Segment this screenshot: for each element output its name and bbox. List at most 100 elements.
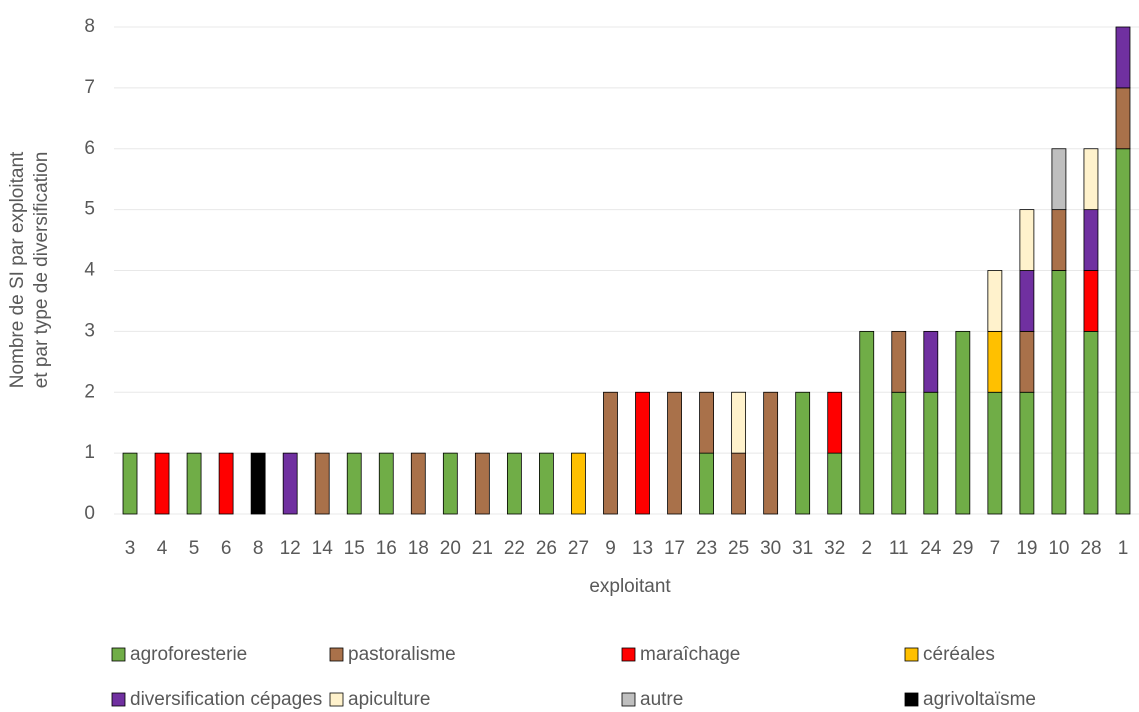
x-tick-label: 3 <box>125 538 136 559</box>
bar-segment <box>859 330 875 515</box>
y-tick-label: 4 <box>84 260 95 281</box>
legend-label: apiculture <box>348 689 430 710</box>
legend-swatch <box>329 692 344 707</box>
bar-segment <box>987 270 1003 332</box>
bar-segment <box>282 452 298 515</box>
bar-segment <box>987 330 1003 393</box>
x-tick-label: 30 <box>760 538 781 559</box>
y-tick-label: 0 <box>84 503 95 524</box>
bar-segment <box>699 452 714 515</box>
bar-segment <box>539 452 554 515</box>
bar-segment <box>667 391 682 515</box>
bar-segment <box>1019 391 1035 515</box>
x-tick-label: 5 <box>189 538 200 559</box>
x-tick-label: 6 <box>221 538 232 559</box>
bar-segment <box>987 391 1003 515</box>
bar-segment <box>1083 209 1099 271</box>
bar-segment <box>186 452 202 515</box>
bar-segment <box>1051 270 1067 515</box>
x-tick-label: 1 <box>1118 538 1129 559</box>
bar-segment <box>891 330 907 393</box>
x-tick-label: 19 <box>1016 538 1037 559</box>
x-tick-label: 23 <box>696 538 717 559</box>
legend-swatch <box>904 647 919 662</box>
bar-segment <box>1083 270 1099 332</box>
legend-swatch <box>111 647 126 662</box>
x-tick-label: 26 <box>536 538 557 559</box>
x-tick-label: 11 <box>889 538 909 559</box>
x-tick-label: 14 <box>312 538 334 559</box>
x-tick-label: 10 <box>1048 538 1069 559</box>
bar-segment <box>731 452 747 515</box>
x-tick-label: 24 <box>920 538 942 559</box>
y-tick-label: 2 <box>84 381 95 402</box>
bar-segment <box>731 391 747 454</box>
legend-swatch <box>111 692 126 707</box>
x-tick-label: 7 <box>990 538 1001 559</box>
legend-swatch <box>621 647 636 662</box>
y-axis-title-line: et par type de diversification <box>31 152 52 389</box>
bar-segment <box>603 391 618 515</box>
bar-segment <box>1115 148 1131 515</box>
bar-segment <box>1051 209 1067 271</box>
bar-segment <box>1115 26 1131 89</box>
x-tick-label: 16 <box>376 538 397 559</box>
bar-segment <box>891 391 907 515</box>
bar-segment <box>923 391 939 515</box>
bar-segment <box>1083 148 1099 211</box>
bar-segment <box>1019 270 1035 332</box>
y-axis-title-line: Nombre de SI par exploitant <box>7 151 28 388</box>
bar-segment <box>1115 87 1131 150</box>
bar-segment <box>571 452 586 515</box>
bar-segment <box>410 452 426 515</box>
x-tick-label: 17 <box>664 538 685 559</box>
bar-segment <box>1019 330 1035 393</box>
bar-segment <box>923 330 939 393</box>
bar-segment <box>1051 148 1067 211</box>
x-tick-label: 31 <box>792 538 813 559</box>
legend-label: céréales <box>923 644 995 665</box>
y-tick-label: 8 <box>84 16 95 37</box>
bar-segment <box>250 452 266 515</box>
y-tick-label: 6 <box>84 138 95 159</box>
bar-segment <box>635 391 650 515</box>
legend-label: maraîchage <box>640 644 740 665</box>
legend-label: diversification cépages <box>130 689 322 710</box>
y-axis-title: Nombre de SI par exploitant et par type … <box>7 151 52 388</box>
x-tick-label: 20 <box>440 538 461 559</box>
bar-segment <box>314 452 330 515</box>
y-tick-label: 3 <box>84 320 95 341</box>
bar-segment <box>827 452 843 515</box>
legend-swatch <box>621 692 636 707</box>
bar-segment <box>699 391 714 454</box>
bar-segment <box>346 452 362 515</box>
y-tick-label: 7 <box>84 77 95 98</box>
bar-segment <box>122 452 138 515</box>
x-tick-label: 2 <box>861 538 872 559</box>
x-tick-label: 15 <box>344 538 365 559</box>
bar-segment <box>378 452 394 515</box>
x-tick-label: 27 <box>568 538 589 559</box>
x-axis-title: exploitant <box>589 576 671 597</box>
bar-segment <box>795 391 811 515</box>
x-tick-label: 4 <box>157 538 168 559</box>
x-tick-label: 8 <box>253 538 264 559</box>
bar-segment <box>218 452 234 515</box>
x-tick-label: 18 <box>408 538 429 559</box>
x-tick-label: 28 <box>1080 538 1101 559</box>
x-tick-label: 32 <box>824 538 845 559</box>
legend-swatch <box>904 692 919 707</box>
legend-label: autre <box>640 689 683 710</box>
y-tick-label: 1 <box>84 442 95 463</box>
x-tick-label: 25 <box>728 538 749 559</box>
y-tick-label: 5 <box>84 199 95 220</box>
bar-segment <box>474 452 490 515</box>
x-tick-label: 29 <box>952 538 973 559</box>
x-tick-label: 9 <box>605 538 616 559</box>
x-tick-label: 22 <box>504 538 525 559</box>
bar-segment <box>506 452 522 515</box>
legend-swatch <box>329 647 344 662</box>
bar-segment <box>955 330 971 515</box>
bar-segment <box>154 452 170 515</box>
